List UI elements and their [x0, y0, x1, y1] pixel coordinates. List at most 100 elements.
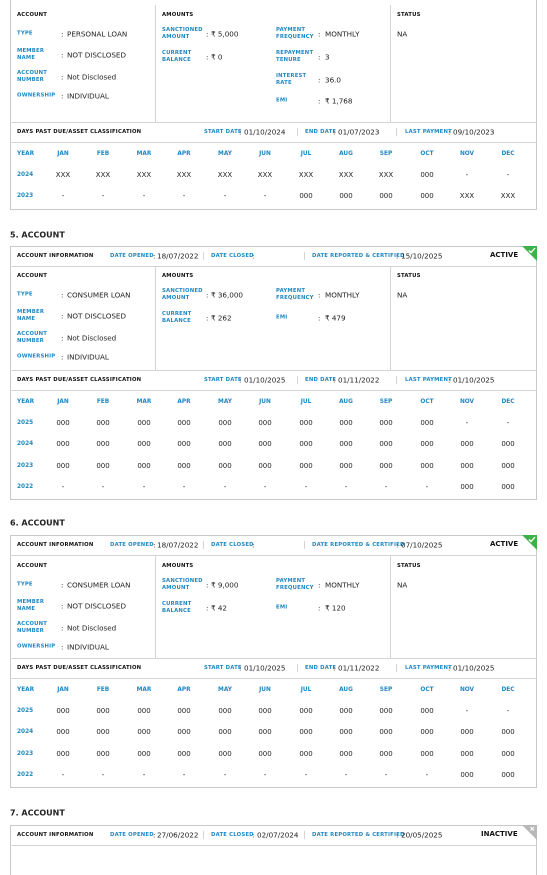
dpd-cell: 000 — [56, 461, 70, 470]
opened-value: 18/07/2022 — [157, 251, 199, 261]
status-value: NA — [397, 580, 408, 590]
field-label: PAYMENT FREQUENCY — [276, 288, 314, 301]
month-header: JAN — [57, 687, 69, 693]
dpd-cell: XXX — [298, 171, 314, 179]
field-value: INDIVIDUAL — [67, 352, 109, 362]
year-header: YEAR — [17, 687, 35, 693]
month-header: MAR — [136, 399, 152, 405]
dpd-cell: 000 — [420, 192, 434, 201]
dpd-cell: - — [506, 171, 510, 179]
dpd-cell: 000 — [299, 728, 313, 737]
dpd-cell: - — [263, 192, 267, 201]
field-value: ₹ 1,768 — [325, 96, 353, 106]
dpd-cell: 000 — [137, 728, 151, 737]
dpd-cell: 000 — [501, 749, 515, 758]
field-value: ₹ 120 — [325, 603, 346, 613]
field-value: MONTHLY — [325, 580, 360, 590]
dpd-cell: XXX — [217, 171, 233, 179]
field-label: SANCTIONED AMOUNT — [162, 288, 203, 301]
field-separator: : — [61, 601, 64, 611]
divider — [10, 122, 537, 123]
reported-label: DATE REPORTED & CERTIFIED — [312, 253, 405, 259]
month-header: JUN — [259, 687, 271, 693]
month-header: MAY — [218, 687, 232, 693]
last-label: LAST PAYMENT — [405, 665, 452, 671]
opened-label: DATE OPENED — [110, 542, 154, 548]
field-value: INDIVIDUAL — [67, 91, 109, 101]
year-label: 2023 — [17, 462, 34, 469]
separator: : — [396, 251, 399, 261]
divider — [203, 831, 204, 839]
end-label: END DATE — [305, 377, 337, 383]
dpd-cell: - — [223, 192, 227, 201]
month-header: MAY — [218, 399, 232, 405]
dpd-cell: - — [506, 419, 510, 427]
dpd-cell: 000 — [258, 728, 272, 737]
field-separator: : — [206, 580, 209, 590]
divider — [10, 142, 537, 143]
dpd-cell: 000 — [420, 171, 434, 179]
dpd-cell: XXX — [55, 171, 71, 179]
dpd-cell: XXX — [257, 171, 273, 179]
field-separator: : — [61, 333, 64, 343]
dpd-cell: 000 — [137, 440, 151, 449]
month-header: JUL — [300, 151, 312, 157]
dpd-cell: - — [506, 707, 510, 715]
dpd-cell: XXX — [338, 171, 354, 179]
field-label: ACCOUNT NUMBER — [17, 331, 48, 344]
field-value: ₹ 36,000 — [211, 290, 244, 300]
field-label: EMI — [276, 97, 288, 104]
last-value: 01/10/2025 — [453, 663, 495, 673]
field-label: EMI — [276, 604, 288, 611]
field-separator: : — [61, 580, 64, 590]
start-value: 01/10/2025 — [244, 663, 286, 673]
field-value: ₹ 42 — [211, 603, 228, 613]
field-separator: : — [318, 580, 321, 590]
dpd-cell: 000 — [177, 728, 191, 737]
field-label: REPAYMENT TENURE — [276, 50, 314, 63]
status-heading: STATUS — [397, 563, 421, 569]
field-value: MONTHLY — [325, 29, 360, 39]
dpd-cell: 000 — [501, 482, 515, 491]
end-label: END DATE — [305, 129, 337, 135]
dpd-cell: XXX — [378, 171, 394, 179]
field-value: 36.0 — [325, 75, 342, 85]
field-label: ACCOUNT NUMBER — [17, 70, 48, 83]
status-value: NA — [397, 29, 408, 39]
dpd-cell: - — [344, 770, 348, 779]
dpd-cell: 000 — [177, 440, 191, 449]
month-header: DEC — [501, 687, 515, 693]
dpd-cell: 000 — [299, 192, 313, 201]
year-label: 2025 — [17, 708, 34, 714]
month-header: MAY — [218, 151, 232, 157]
dpd-cell: - — [101, 770, 105, 779]
dpd-heading: DAYS PAST DUE/ASSET CLASSIFICATION — [17, 377, 142, 383]
field-label: PAYMENT FREQUENCY — [276, 578, 314, 591]
status-heading: STATUS — [397, 273, 421, 279]
dpd-cell: - — [384, 482, 388, 491]
month-header: APR — [177, 151, 191, 157]
field-value: ₹ 9,000 — [211, 580, 239, 590]
info-heading: ACCOUNT INFORMATION — [17, 253, 94, 259]
dpd-cell: 000 — [56, 419, 70, 427]
field-value: ₹ 262 — [211, 313, 232, 323]
dpd-cell: 000 — [56, 440, 70, 449]
last-label: LAST PAYMENT — [405, 377, 452, 383]
amounts-heading: AMOUNTS — [162, 12, 194, 18]
month-header: JUN — [259, 151, 271, 157]
dpd-cell: - — [142, 482, 146, 491]
field-value: NOT DISCLOSED — [67, 50, 126, 60]
check-icon — [528, 536, 536, 543]
field-separator: : — [61, 290, 64, 300]
dpd-cell: 000 — [460, 728, 474, 737]
field-value: ₹ 0 — [211, 52, 223, 62]
separator: : — [333, 127, 336, 137]
dpd-cell: 000 — [420, 461, 434, 470]
info-heading: ACCOUNT INFORMATION — [17, 542, 94, 548]
month-header: APR — [177, 399, 191, 405]
month-header: OCT — [420, 151, 434, 157]
field-label: CURRENT BALANCE — [162, 50, 192, 63]
dpd-cell: 000 — [379, 707, 393, 715]
month-header: FEB — [96, 151, 110, 157]
month-header: DEC — [501, 399, 515, 405]
